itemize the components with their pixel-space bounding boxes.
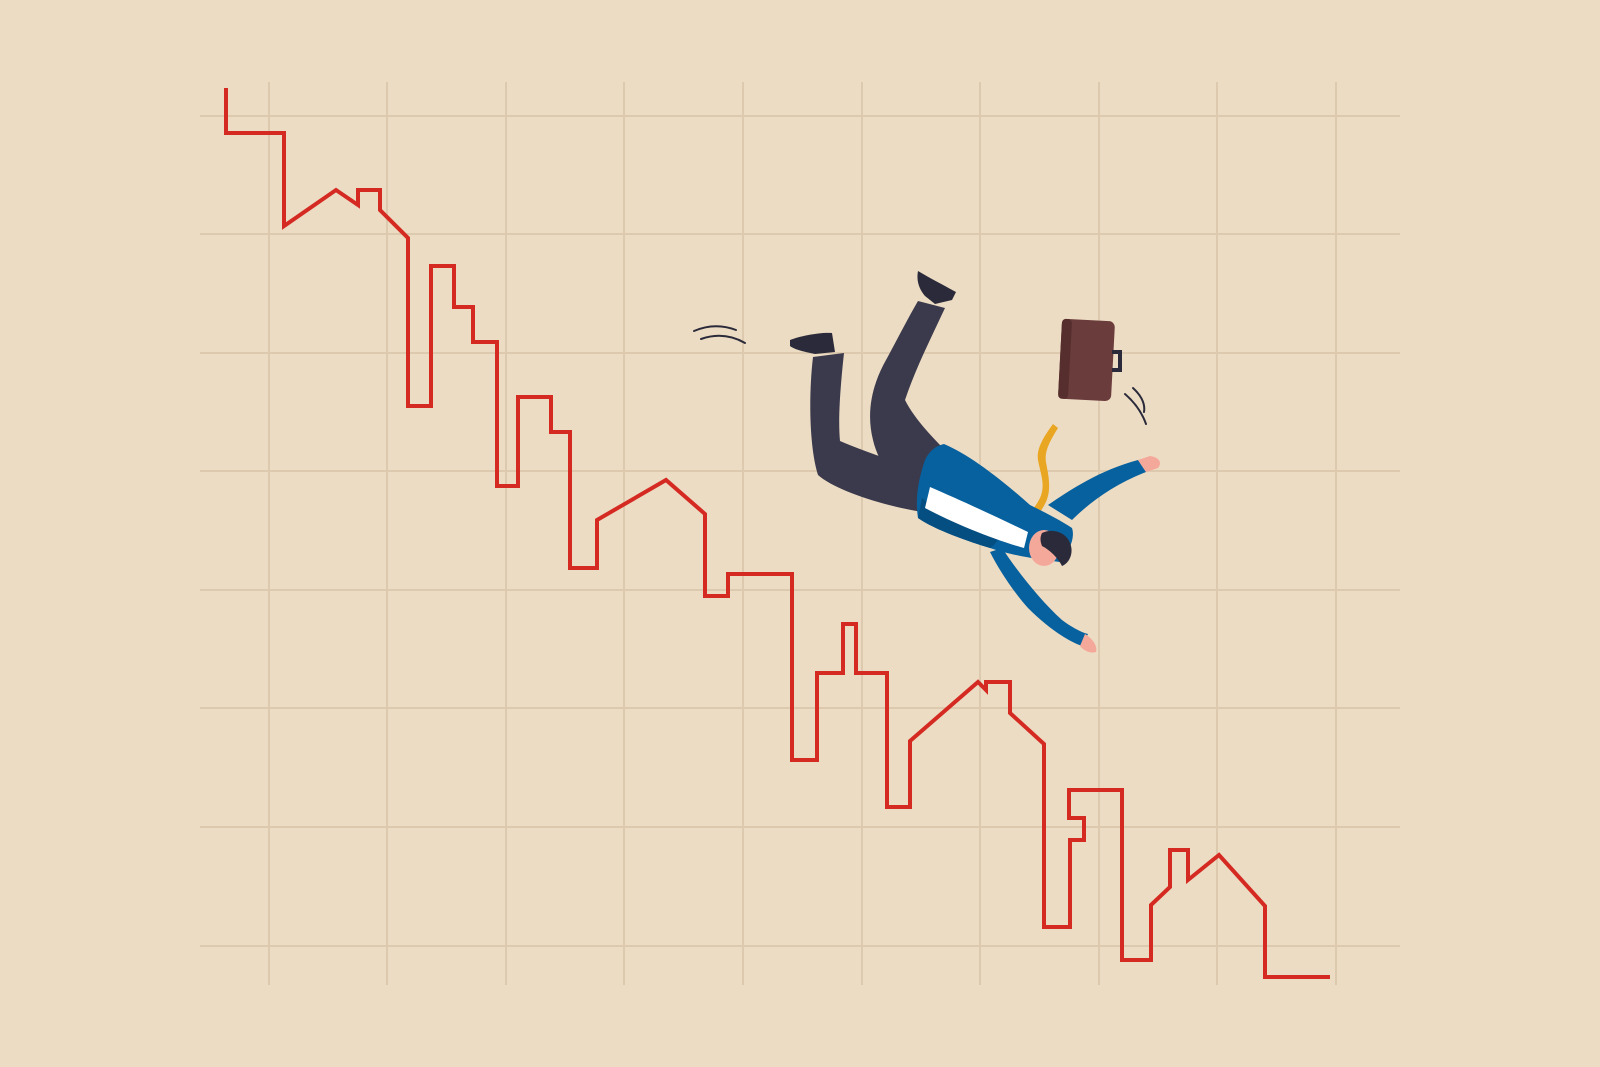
briefcase-body — [1058, 318, 1115, 402]
chart-grid — [200, 82, 1400, 985]
briefcase-shade — [1058, 318, 1072, 399]
briefcase-icon — [1058, 318, 1122, 402]
shoe-right — [917, 271, 956, 304]
hand-left — [1080, 634, 1097, 653]
arm-right — [1048, 460, 1146, 520]
shirt — [925, 487, 1028, 548]
arm-left — [990, 548, 1088, 646]
hair — [1040, 530, 1072, 566]
motion-lines — [693, 325, 1147, 425]
businessman-falling — [693, 271, 1161, 653]
house-skyline-chart-line — [224, 88, 1330, 979]
hand-right — [1138, 456, 1161, 472]
shoe-left — [790, 332, 835, 354]
briefcase-handle — [1112, 350, 1122, 372]
